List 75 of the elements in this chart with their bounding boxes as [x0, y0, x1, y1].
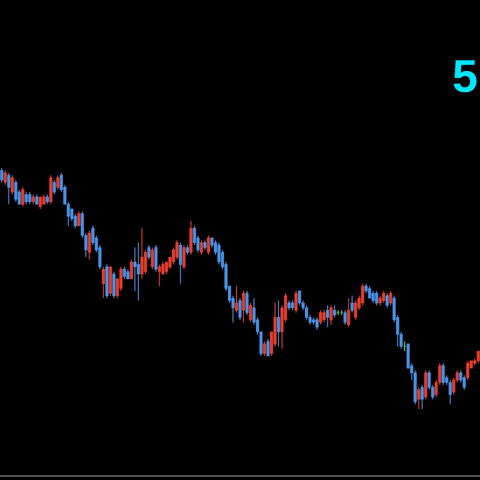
candlestick: [330, 304, 333, 326]
candlestick: [238, 298, 242, 320]
candlestick: [150, 247, 154, 270]
candlestick: [140, 228, 144, 280]
candlestick: [389, 290, 392, 306]
candlestick: [386, 292, 389, 308]
candlestick: [147, 244, 150, 260]
candlestick: [466, 360, 470, 381]
candlestick: [102, 266, 105, 299]
candlestick: [245, 290, 249, 316]
candlestick: [130, 259, 133, 280]
candlestick: [319, 310, 322, 326]
candlestick: [200, 240, 204, 256]
candlestick: [305, 304, 308, 320]
candlestick: [32, 194, 35, 205]
candlestick: [234, 286, 238, 314]
candlestick: [347, 298, 350, 328]
candlestick: [248, 302, 252, 323]
candlestick: [242, 290, 246, 323]
candlestick: [417, 386, 420, 410]
candlestick: [266, 338, 270, 356]
candlestick: [290, 300, 294, 311]
candlestick: [175, 240, 178, 260]
candlestick: [442, 362, 445, 386]
candlestick: [203, 240, 207, 250]
candlestick: [164, 261, 168, 275]
candlestick: [24, 192, 28, 205]
candlestick: [372, 290, 375, 304]
candlestick: [154, 244, 158, 272]
text: 5: [454, 60, 477, 92]
candlestick: [382, 290, 386, 304]
candlestick: [52, 180, 56, 196]
candlestick: [0, 167, 4, 183]
candlestick: [186, 244, 190, 256]
candlestick: [7, 172, 10, 205]
candlestick: [462, 374, 466, 390]
candlestick: [35, 194, 38, 205]
candlestick: [77, 210, 80, 226]
candlestick: [56, 174, 60, 190]
candlestick: [4, 170, 7, 186]
candlestick: [276, 300, 280, 347]
candlestick: [298, 290, 302, 306]
candlestick: [21, 186, 24, 208]
candlestick: [350, 295, 354, 314]
candlestick: [122, 266, 126, 280]
candlestick: [294, 290, 298, 314]
candlestick: [28, 192, 32, 205]
candlestick: [361, 283, 364, 306]
candlestick: [158, 264, 161, 287]
candlestick: [126, 268, 130, 280]
candlestick: [344, 310, 347, 326]
candlestick: [178, 242, 182, 284]
candlestick: [476, 350, 480, 364]
candlestick: [46, 194, 49, 205]
candlestick: [206, 234, 210, 256]
candlestick: [217, 242, 221, 265]
candlestick: [38, 196, 42, 210]
candlestick: [262, 341, 266, 356]
candlestick: [375, 290, 378, 306]
candlestick: [322, 310, 326, 323]
candlestick: [88, 230, 91, 260]
candlestick: [42, 194, 46, 205]
candlestick: [14, 180, 18, 202]
candlestick: [182, 244, 186, 270]
candlestick: [136, 242, 140, 302]
candlestick: [378, 295, 382, 306]
candlestick: [420, 384, 424, 410]
candlestick: [316, 316, 319, 330]
candlestick: [333, 304, 336, 318]
candlestick: [448, 380, 452, 405]
candlestick: [287, 300, 291, 311]
candlestick: [10, 174, 14, 196]
candlestick: [368, 286, 372, 299]
candlestick: [326, 304, 330, 328]
candlestick: [112, 271, 116, 299]
